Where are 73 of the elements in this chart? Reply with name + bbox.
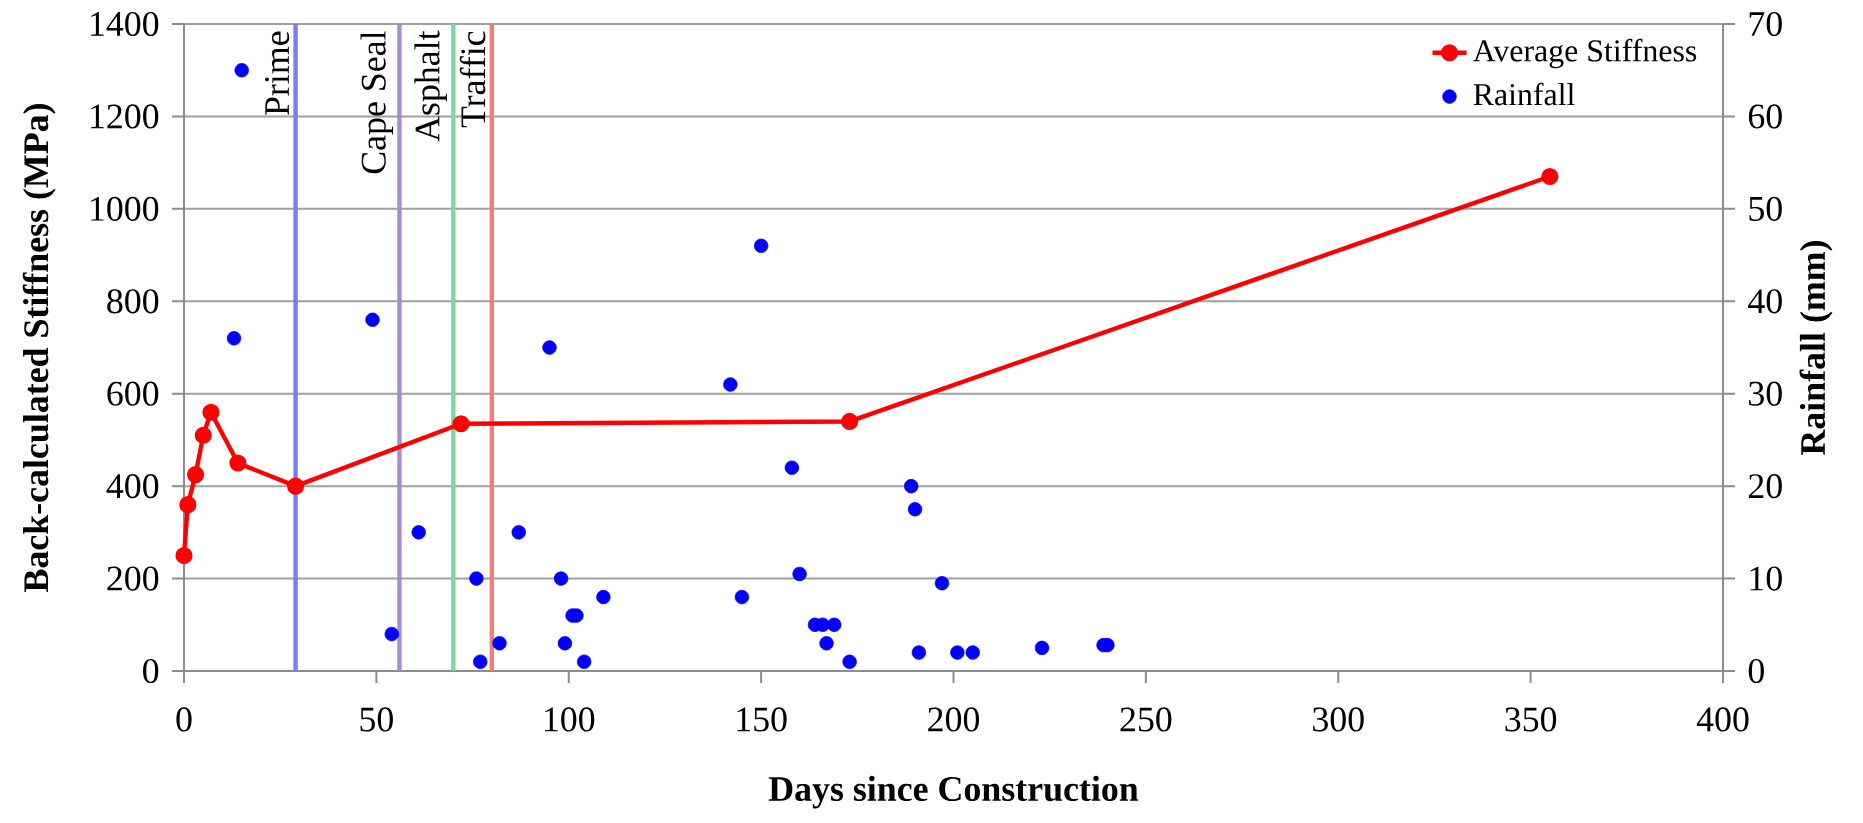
point [734, 589, 750, 605]
point [841, 412, 859, 431]
y-tick-label: 800 [107, 289, 159, 314]
point [229, 454, 247, 472]
y2-tick-label: 40 [1748, 289, 1782, 314]
x-tick-label: 200 [928, 707, 980, 732]
point [934, 576, 950, 591]
y2-tick-label: 20 [1748, 474, 1782, 499]
point [907, 502, 923, 517]
y2-tick-label: 10 [1750, 566, 1782, 591]
y-tick-label: 1000 [91, 196, 159, 221]
y2-tick-label: 60 [1748, 104, 1782, 129]
ref-line-label: Asphalt [414, 30, 447, 142]
point [175, 546, 193, 565]
point [576, 654, 592, 669]
point [365, 312, 380, 327]
y-axis-title: Back-calculated Stiffness (MPa) [22, 104, 56, 592]
point [202, 403, 220, 421]
point [596, 589, 611, 605]
point [904, 478, 919, 494]
point [1034, 640, 1050, 656]
y2-tick-label: 0 [1748, 658, 1764, 684]
x-tick-label: 0 [176, 707, 192, 732]
point [950, 645, 965, 660]
point [1541, 167, 1559, 186]
ref-line-label: Traffic [459, 31, 486, 128]
y2-tick-label: 30 [1749, 381, 1782, 406]
point [452, 415, 470, 433]
y-tick-label: 1200 [91, 104, 159, 129]
point [965, 645, 980, 660]
point [287, 477, 305, 495]
x-tick-label: 150 [737, 707, 787, 732]
y-tick-label: 0 [143, 658, 159, 684]
y2-tick-label: 70 [1749, 11, 1782, 37]
y2-tick-label: 50 [1749, 196, 1782, 221]
point [473, 654, 488, 669]
point [542, 340, 557, 355]
point [784, 460, 800, 475]
x-tick-label: 300 [1313, 707, 1364, 732]
point [492, 636, 507, 651]
point [792, 566, 807, 582]
point [234, 63, 249, 78]
x-tick-label: 250 [1120, 707, 1172, 732]
x-tick-label: 100 [545, 707, 595, 732]
y-tick-label: 1400 [91, 11, 159, 37]
point [511, 525, 526, 540]
y-tick-label: 400 [106, 474, 159, 499]
legend-label: Average Stiffness [1473, 38, 1697, 69]
ref-line-label: Prime [265, 31, 290, 116]
point [384, 626, 399, 642]
point [911, 645, 927, 660]
legend-label: Rainfall [1473, 82, 1575, 106]
y-tick-label: 200 [107, 566, 159, 591]
y2-axis-title: Rainfall (mm) [1799, 241, 1833, 455]
point [842, 654, 857, 669]
point [411, 525, 426, 540]
x-axis-title: Days since Construction [768, 775, 1139, 809]
y-tick-label: 600 [107, 381, 159, 406]
point [557, 636, 573, 651]
point [723, 377, 738, 392]
point [194, 426, 212, 444]
x-tick-label: 50 [360, 707, 393, 732]
point [819, 636, 834, 651]
point [827, 617, 842, 632]
ref-line-label: Cape Seal [360, 31, 394, 174]
point [553, 571, 569, 586]
point [179, 496, 197, 514]
point [753, 238, 769, 254]
point [186, 466, 205, 484]
point [226, 331, 242, 346]
x-tick-label: 350 [1505, 707, 1557, 732]
x-tick-label: 400 [1696, 707, 1749, 732]
point [469, 571, 484, 586]
